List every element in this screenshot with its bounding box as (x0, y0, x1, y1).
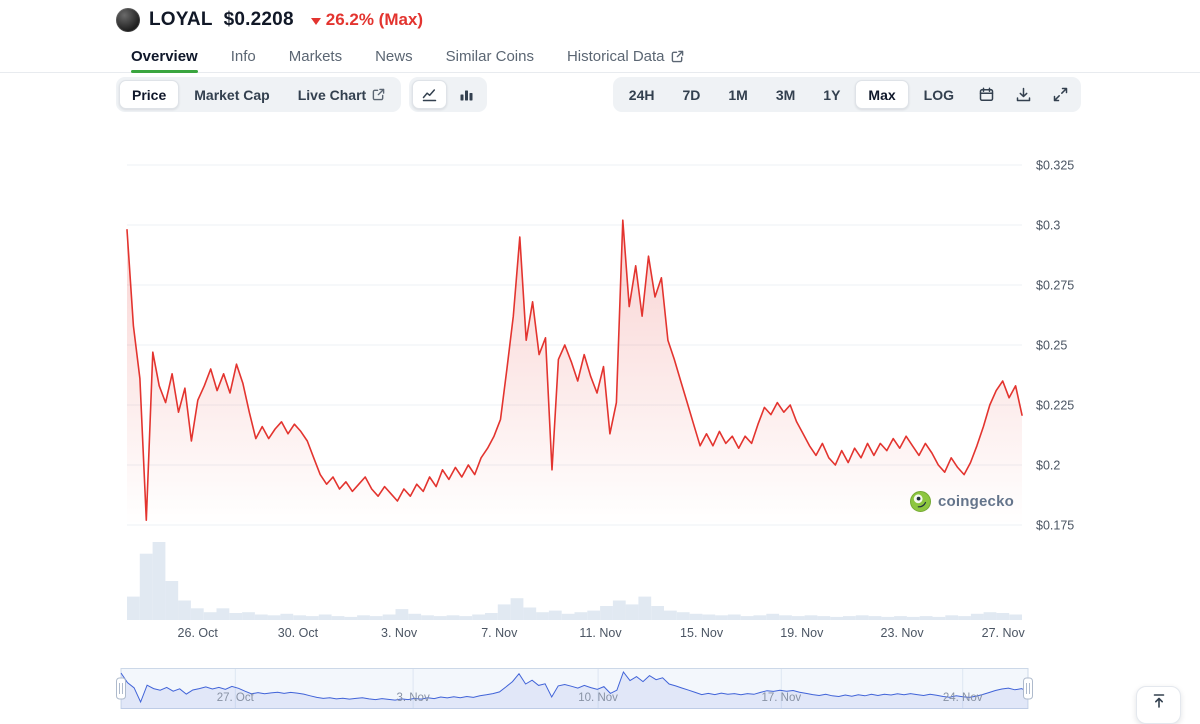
svg-text:27. Nov: 27. Nov (982, 626, 1026, 640)
range-3m-button[interactable]: 3M (763, 80, 808, 109)
fullscreen-icon (1053, 87, 1068, 102)
chart-controls: Price Market Cap Live Chart (116, 77, 1081, 112)
market-cap-button[interactable]: Market Cap (181, 80, 282, 109)
coin-price: $0.2208 (223, 9, 294, 30)
tab-markets[interactable]: Markets (288, 47, 343, 65)
arrow-down-icon (310, 17, 321, 25)
coin-header: LOYAL $0.2208 26.2% (Max) (116, 5, 423, 35)
svg-text:$0.325: $0.325 (1036, 159, 1074, 173)
coin-logo (116, 8, 140, 32)
svg-text:7. Nov: 7. Nov (481, 626, 518, 640)
download-chart-button[interactable] (1006, 80, 1041, 109)
svg-text:23. Nov: 23. Nov (881, 626, 925, 640)
tab-news[interactable]: News (375, 47, 413, 65)
price-line (126, 219, 1023, 521)
price-chart[interactable]: $0.325 $0.3 $0.275 $0.25 $0.225 $0.2 $0.175 26… (0, 120, 1200, 660)
metric-toggle: Price Market Cap Live Chart (116, 77, 402, 112)
y-axis-labels: $0.325 $0.3 $0.275 $0.25 $0.225 $0.2 $0.175 (1036, 159, 1074, 533)
external-link-icon (372, 88, 385, 101)
coin-name: LOYAL (149, 9, 213, 30)
svg-text:$0.3: $0.3 (1036, 219, 1060, 233)
svg-text:11. Nov: 11. Nov (579, 626, 622, 640)
navigator-left-handle[interactable] (116, 677, 126, 700)
range-1y-button[interactable]: 1Y (810, 80, 853, 109)
range-toggle: 24H 7D 1M 3M 1Y Max LOG (612, 77, 1081, 112)
price-change: 26.2% (Max) (310, 10, 424, 30)
svg-text:15. Nov: 15. Nov (680, 626, 724, 640)
svg-text:$0.275: $0.275 (1036, 279, 1074, 293)
bar-chart-icon (460, 90, 473, 101)
navigator-date-label: 24. Nov (943, 692, 983, 704)
live-chart-button[interactable]: Live Chart (285, 80, 398, 109)
watermark-text: coingecko (938, 493, 1014, 510)
coingecko-logo-icon (910, 491, 931, 512)
tab-historical-data-label: Historical Data (566, 47, 665, 65)
svg-text:26. Oct: 26. Oct (178, 626, 219, 640)
navigator-right-handle[interactable] (1023, 677, 1033, 700)
scroll-to-top-icon (1153, 694, 1164, 708)
navigator-line (120, 670, 1029, 704)
range-24h-button[interactable]: 24H (616, 80, 668, 109)
price-change-text: 26.2% (Max) (325, 10, 424, 29)
x-axis-labels: 26. Oct 30. Oct 3. Nov 7. Nov 11. Nov 15. Nov… (178, 626, 1026, 640)
tab-overview[interactable]: Overview (131, 40, 198, 73)
svg-text:$0.25: $0.25 (1036, 339, 1067, 353)
range-navigator[interactable]: 27. Oct 3. Nov 10. Nov 17. Nov 24. Nov (0, 668, 1200, 709)
coingecko-watermark: coingecko (910, 491, 1014, 512)
bar-chart-type-button[interactable] (449, 80, 484, 109)
volume-bars (127, 542, 1022, 620)
svg-text:3. Nov: 3. Nov (381, 626, 418, 640)
scroll-to-top-button[interactable] (1136, 686, 1181, 724)
navigator-date-label: 17. Nov (761, 692, 801, 704)
navigator-date-label: 10. Nov (578, 692, 618, 704)
external-link-icon (671, 50, 683, 62)
line-chart-type-button[interactable] (412, 80, 448, 109)
live-chart-label: Live Chart (297, 86, 367, 103)
svg-text:$0.175: $0.175 (1036, 519, 1074, 533)
tab-info[interactable]: Info (230, 47, 256, 65)
svg-text:$0.225: $0.225 (1036, 399, 1074, 413)
fullscreen-button[interactable] (1043, 80, 1078, 109)
line-chart-icon (422, 89, 437, 102)
range-7d-button[interactable]: 7D (669, 80, 713, 109)
download-icon (1016, 87, 1031, 102)
svg-text:19. Nov: 19. Nov (780, 626, 824, 640)
price-button[interactable]: Price (119, 80, 180, 109)
navigator-date-label: 27. Oct (217, 692, 255, 704)
log-scale-button[interactable]: LOG (911, 80, 967, 109)
navigator-area-fill (121, 672, 1028, 709)
range-max-button[interactable]: Max (855, 80, 909, 109)
navigator-date-label: 3. Nov (396, 692, 429, 704)
calendar-icon (979, 87, 994, 102)
range-1m-button[interactable]: 1M (715, 80, 760, 109)
svg-text:30. Oct: 30. Oct (278, 626, 319, 640)
tab-historical-data[interactable]: Historical Data (567, 40, 684, 72)
tab-similar-coins[interactable]: Similar Coins (445, 47, 534, 65)
chart-type-toggle (409, 77, 488, 112)
date-picker-button[interactable] (969, 80, 1004, 109)
coin-tabs: Overview Info Markets News Similar Coins… (0, 40, 1200, 73)
svg-text:$0.2: $0.2 (1036, 459, 1060, 473)
